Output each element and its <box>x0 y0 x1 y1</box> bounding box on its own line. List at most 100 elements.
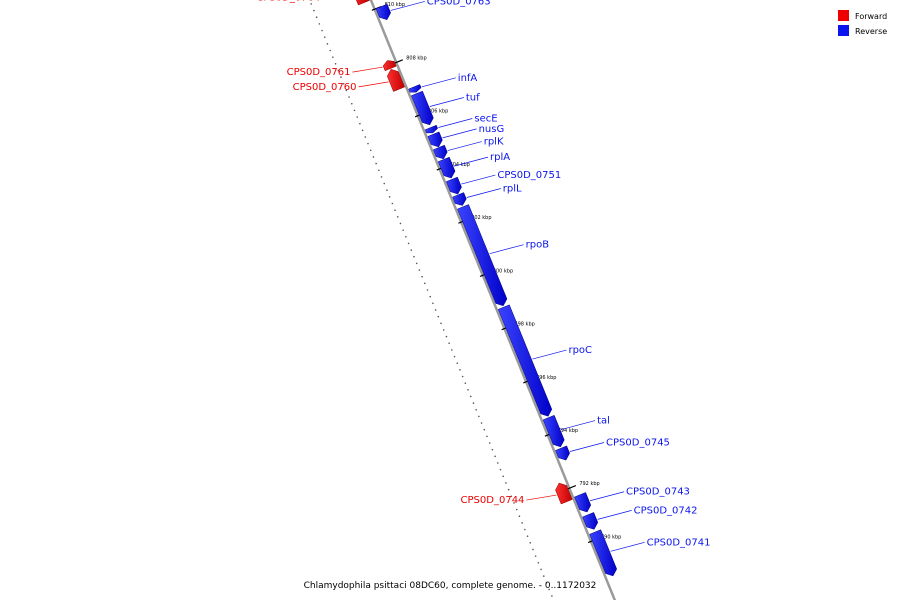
label-leader <box>526 494 557 501</box>
gene-arrow[interactable] <box>437 156 456 179</box>
gene-CPS0D_0764[interactable] <box>350 0 370 6</box>
gene-tuf[interactable] <box>411 90 434 126</box>
gene-rpoC[interactable] <box>497 304 553 417</box>
gene-CPS0D_0761[interactable] <box>382 60 397 72</box>
gene-arrow[interactable] <box>555 445 570 461</box>
gene-label-CPS0D_0744: CPS0D_0744 <box>461 494 557 506</box>
gene-name: infA <box>458 73 478 84</box>
gene-arrow[interactable] <box>457 204 508 307</box>
tick-label: 806 kbp <box>428 109 448 115</box>
gene-labels: CPS0D_0764 CPS0D_0763 CPS0D_0761 CPS0D_0760… <box>256 0 711 552</box>
gene-name: CPS0D_0744 <box>461 495 525 506</box>
guide-dot <box>405 235 407 238</box>
gene-arrow[interactable] <box>382 60 397 72</box>
guide-dot <box>380 176 383 178</box>
reverse-swatch <box>838 25 849 36</box>
gene-rpoB[interactable] <box>457 204 508 307</box>
gene-arrow[interactable] <box>497 304 553 417</box>
guide-dot <box>459 369 461 371</box>
forward-swatch <box>838 10 849 21</box>
gene-arrow[interactable] <box>350 0 370 6</box>
label-leader <box>390 1 425 11</box>
guide-dot <box>388 196 391 198</box>
gene-infA[interactable] <box>408 84 422 93</box>
guide-dot <box>413 255 415 258</box>
gene-arrow[interactable] <box>555 482 573 505</box>
gene-arrow[interactable] <box>542 414 565 448</box>
label-leader <box>466 188 501 198</box>
guide-dot <box>445 335 448 338</box>
guide-dot <box>437 315 440 318</box>
guide-dot <box>540 568 542 571</box>
gene-CPS0D_0743[interactable] <box>574 492 592 513</box>
gene-CPS0D_0751[interactable] <box>446 176 462 195</box>
guide-dot <box>526 535 529 537</box>
gene-CPS0D_0760[interactable] <box>386 68 405 92</box>
gene-label-rplL: rplL <box>466 184 522 198</box>
gene-arrow[interactable] <box>574 492 592 513</box>
guide-dot <box>510 495 513 498</box>
guide-dot <box>396 216 399 218</box>
guide-dot <box>364 136 367 138</box>
gene-name: rpoC <box>568 345 592 356</box>
gene-label-CPS0D_0760: CPS0D_0760 <box>293 81 389 93</box>
gene-arrow[interactable] <box>408 84 422 93</box>
guide-dot <box>337 69 340 72</box>
gene-label-rpoC: rpoC <box>532 345 592 360</box>
gene-CPS0D_0763[interactable] <box>375 3 391 21</box>
dotted-guide-line <box>310 3 556 604</box>
guide-dot <box>529 542 532 544</box>
gene-arrow[interactable] <box>589 529 618 577</box>
gene-arrow[interactable] <box>582 512 599 530</box>
gene-arrow[interactable] <box>452 192 467 206</box>
guide-dot <box>448 342 450 345</box>
gene-label-rpoB: rpoB <box>489 240 550 254</box>
gene-CPS0D_0742[interactable] <box>582 512 599 530</box>
guide-dot <box>467 388 469 391</box>
label-leader <box>442 128 477 139</box>
gene-arrow[interactable] <box>427 131 443 148</box>
gene-CPS0D_0745[interactable] <box>555 445 570 461</box>
guide-dot <box>542 575 545 577</box>
gene-arrow[interactable] <box>446 176 462 195</box>
gene-name: CPS0D_0741 <box>647 537 711 548</box>
guide-dot <box>551 595 553 597</box>
gene-secE[interactable] <box>424 124 438 134</box>
gene-arrow[interactable] <box>386 68 405 92</box>
gene-label-CPS0D_0742: CPS0D_0742 <box>597 505 698 520</box>
gene-rplA[interactable] <box>437 156 456 179</box>
guide-dot <box>353 109 356 112</box>
gene-CPS0D_0741[interactable] <box>589 529 618 577</box>
guide-dot <box>334 62 337 65</box>
label-leader <box>489 244 524 254</box>
guide-dot <box>310 3 313 5</box>
guide-dot <box>415 262 418 265</box>
guide-dot <box>391 202 394 205</box>
guide-dot <box>532 548 534 551</box>
gene-label-CPS0D_0741: CPS0D_0741 <box>610 537 711 552</box>
gene-name: CPS0D_0742 <box>634 505 698 516</box>
gene-rplK[interactable] <box>433 144 448 160</box>
gene-rplL[interactable] <box>452 192 467 206</box>
guide-dot <box>369 149 372 152</box>
gene-name: rpoB <box>526 240 550 251</box>
gene-name: rplA <box>490 152 510 163</box>
gene-arrow[interactable] <box>424 124 438 134</box>
guide-dot <box>478 415 480 418</box>
gene-label-CPS0D_0763: CPS0D_0763 <box>390 0 491 11</box>
gene-name: CPS0D_0760 <box>293 82 357 93</box>
tick-label: 802 kbp <box>471 215 491 221</box>
guide-dot <box>426 289 429 291</box>
gene-CPS0D_0744[interactable] <box>555 482 573 505</box>
guide-dot <box>464 382 467 384</box>
gene-arrow[interactable] <box>375 3 391 21</box>
label-leader <box>532 349 567 360</box>
gene-nusG[interactable] <box>427 131 443 148</box>
tick-label: 808 kbp <box>406 55 426 61</box>
forward-legend-label: Forward <box>855 12 887 21</box>
gene-arrow[interactable] <box>411 90 434 126</box>
gene-arrow[interactable] <box>433 144 448 160</box>
guide-dot <box>499 468 502 471</box>
gene-tal[interactable] <box>542 414 565 448</box>
strand-legend: Forward Reverse <box>838 10 887 36</box>
